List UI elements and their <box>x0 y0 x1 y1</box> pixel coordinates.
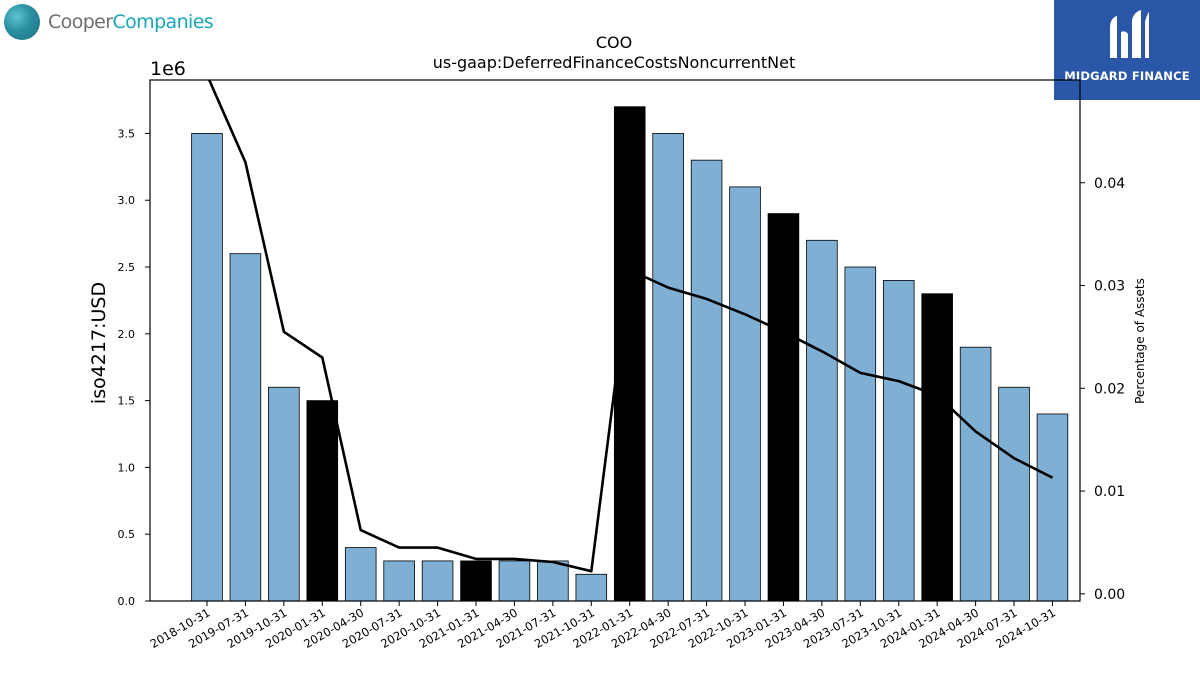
y2-tick-label: 0.01 <box>1094 484 1125 500</box>
y2-tick-label: 0.04 <box>1094 176 1125 192</box>
bar-2019-07-31 <box>229 253 262 602</box>
bar-2021-01-31 <box>460 560 492 602</box>
bar-2021-10-31 <box>575 573 608 602</box>
bar-2018-10-31 <box>191 133 223 602</box>
bar-2020-01-31 <box>306 400 339 602</box>
bar-2024-01-31 <box>921 293 953 602</box>
midgard-m-icon <box>1110 10 1149 58</box>
x-axis-ticks: 2018-10-312019-07-312019-10-312020-01-31… <box>148 601 1058 651</box>
y-tick-label: 0.5 <box>118 528 136 541</box>
y-tick-label: 0.0 <box>118 595 136 608</box>
y-tick-label: 2.0 <box>118 328 136 341</box>
y2-tick-label: 0.00 <box>1094 587 1125 603</box>
bar-2020-04-30 <box>344 547 377 602</box>
cooper-wordmark: CooperCompanies <box>48 11 214 33</box>
midgard-finance-logo: MIDGARD FINANCE <box>1054 0 1200 100</box>
bar-2022-10-31 <box>729 186 761 602</box>
y-tick-label: 3.0 <box>118 194 136 207</box>
y-tick-label: 3.5 <box>118 127 136 140</box>
bar-2024-07-31 <box>998 386 1030 602</box>
y-tick-label: 1.0 <box>118 461 136 474</box>
bar-2020-07-31 <box>383 560 415 602</box>
bar-2023-07-31 <box>844 266 877 602</box>
percentage-of-assets-line <box>207 80 1054 573</box>
bar-2021-07-31 <box>537 560 569 602</box>
cooper-companies-logo: CooperCompanies <box>4 4 214 40</box>
bar-2023-10-31 <box>882 279 915 602</box>
y-axis-label: iso4217:USD <box>88 282 110 404</box>
midgard-wordmark: MIDGARD FINANCE <box>1064 69 1190 83</box>
bar-2020-10-31 <box>421 560 454 602</box>
bar-2019-10-31 <box>268 386 300 602</box>
bar-2021-04-30 <box>498 560 531 602</box>
y-offset-label: 1e6 <box>150 58 186 80</box>
y-tick-label: 1.5 <box>118 395 136 408</box>
bar-group <box>191 106 1069 602</box>
percentage-line-group <box>207 80 1054 573</box>
chart-title: COO <box>596 33 632 52</box>
cooper-globe-icon <box>4 4 40 40</box>
bar-2024-04-30 <box>959 346 992 602</box>
plot-frame <box>149 79 1081 602</box>
chart-subtitle: us-gaap:DeferredFinanceCostsNoncurrentNe… <box>433 53 796 72</box>
y2-tick-label: 0.02 <box>1094 381 1125 397</box>
bar-2022-04-30 <box>652 133 684 602</box>
y2-axis-ticks: 0.00 0.01 0.02 0.03 0.04 <box>1080 176 1125 603</box>
y-axis-ticks: 0.0 0.5 1.0 1.5 2.0 2.5 3.0 3.5 <box>118 127 150 608</box>
y2-tick-label: 0.03 <box>1094 279 1125 295</box>
y-tick-label: 2.5 <box>118 261 136 274</box>
bar-2024-10-31 <box>1036 413 1069 602</box>
bar-2023-04-30 <box>806 239 838 602</box>
y2-axis-label: Percentage of Assets <box>1133 278 1147 404</box>
bar-2022-07-31 <box>690 159 723 602</box>
bar-2023-01-31 <box>767 213 800 602</box>
